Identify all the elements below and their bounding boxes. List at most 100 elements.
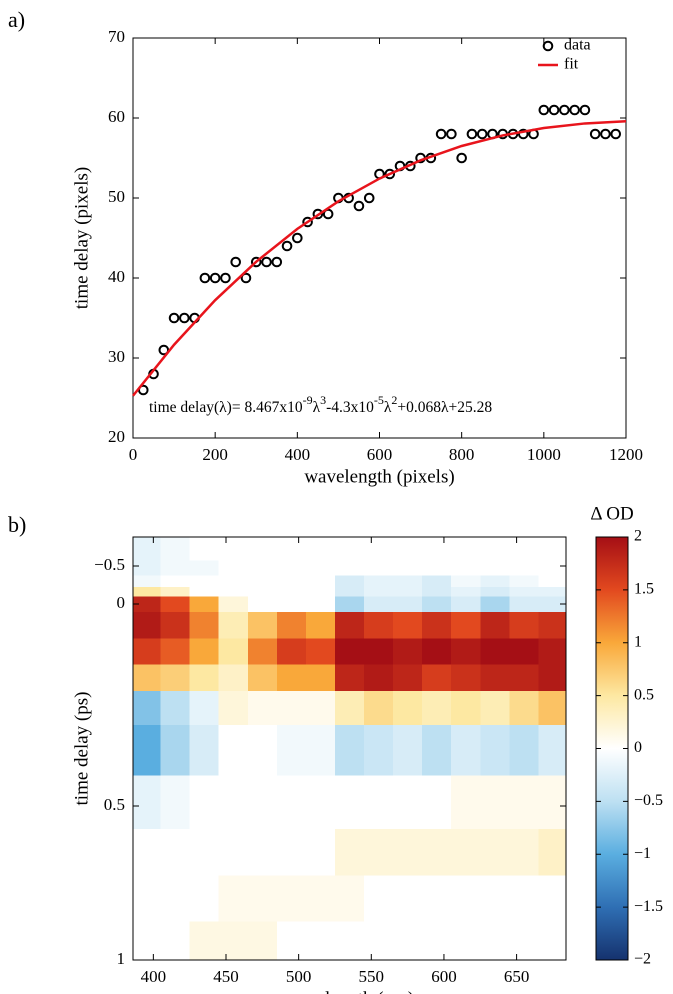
heat-cell <box>133 775 162 830</box>
heat-cell <box>160 725 191 777</box>
data-point <box>292 232 303 244</box>
heat-cell <box>133 575 162 588</box>
fit-line <box>132 120 627 397</box>
y-tick-label: −0.5 <box>94 555 125 574</box>
heat-cell <box>451 596 481 613</box>
heat-cell <box>334 560 365 576</box>
data-point <box>261 256 272 268</box>
heat-cell <box>189 921 220 960</box>
heat-cell <box>509 560 539 576</box>
data-point <box>312 208 324 220</box>
heat-cell <box>364 575 394 588</box>
plot-frame <box>132 536 567 961</box>
colorbar-tick-label: 0.5 <box>634 686 654 703</box>
heat-cell <box>160 596 191 613</box>
heat-cell <box>133 829 162 876</box>
heat-cell <box>334 921 365 960</box>
data-point <box>158 344 170 356</box>
heat-cell <box>538 829 566 876</box>
heat-cell <box>538 575 566 588</box>
x-tick-label: 500 <box>286 967 312 986</box>
heat-cell <box>509 829 539 876</box>
heat-cell <box>364 921 394 960</box>
heat-cell <box>189 638 220 666</box>
heat-cell <box>276 921 307 960</box>
heat-cell <box>393 612 423 639</box>
annotation-part: 2 <box>391 393 397 407</box>
x-tick-label: 1000 <box>527 445 561 464</box>
data-point <box>199 272 211 284</box>
heat-cell <box>451 875 481 922</box>
heat-cell <box>334 775 365 830</box>
heat-cell <box>305 575 336 588</box>
heat-cell <box>133 690 162 726</box>
heat-cell <box>393 875 423 922</box>
heat-cell <box>422 664 452 692</box>
colorbar-tick-label: −1 <box>634 845 651 862</box>
y-tick-label: 70 <box>108 27 125 46</box>
x-axis-label: wavelength (pixels) <box>304 466 454 487</box>
heat-cell <box>422 829 452 876</box>
heat-cell <box>334 575 365 588</box>
heat-cell <box>189 664 220 692</box>
heat-cell <box>189 690 220 726</box>
heat-cell <box>218 725 249 777</box>
heat-cell <box>160 586 191 597</box>
heat-cell <box>509 690 539 726</box>
annotation-part: λ <box>313 399 321 416</box>
heat-cell <box>480 921 510 960</box>
heat-cell <box>393 575 423 588</box>
heat-cell <box>422 725 452 777</box>
heat-cell <box>160 921 191 960</box>
heat-cell <box>364 638 394 666</box>
heat-cell <box>480 612 510 639</box>
y-axis-label: time delay (ps) <box>71 692 92 806</box>
annotation-part: -4.3x10 <box>326 399 374 416</box>
heat-cell <box>160 875 191 922</box>
data-point <box>271 256 283 268</box>
heat-cell <box>509 664 539 692</box>
heat-cell <box>218 829 249 876</box>
panel-label: a) <box>8 7 25 32</box>
data-point <box>209 272 221 284</box>
heat-cell <box>218 560 249 576</box>
heat-cell <box>247 690 278 726</box>
colorbar-title: Δ OD <box>590 503 633 524</box>
y-tick-label: 60 <box>108 107 125 126</box>
heat-cell <box>364 596 394 613</box>
heat-cell <box>218 537 249 562</box>
colorbar-tick-label: 1.5 <box>634 581 654 598</box>
data-point <box>230 256 242 268</box>
heat-cell <box>334 690 365 726</box>
heat-cell <box>218 575 249 588</box>
heat-cell <box>480 560 510 576</box>
heat-cell <box>247 596 278 613</box>
heat-cell <box>218 875 249 922</box>
heat-cell <box>247 537 278 562</box>
heat-cell <box>276 575 307 588</box>
heat-cell <box>451 921 481 960</box>
heat-cell <box>160 575 191 588</box>
heat-cell <box>305 829 336 876</box>
heat-cell <box>393 690 423 726</box>
heat-cell <box>393 829 423 876</box>
heat-cell <box>422 596 452 613</box>
heat-cell <box>334 875 365 922</box>
heat-cell <box>422 690 452 726</box>
heat-cell <box>451 725 481 777</box>
heat-cell <box>451 664 481 692</box>
heat-cell <box>480 775 510 830</box>
heat-cell <box>480 664 510 692</box>
heat-cell <box>393 921 423 960</box>
heat-cell <box>509 537 539 562</box>
heat-cell <box>160 664 191 692</box>
data-point <box>435 128 447 140</box>
legend-label: data <box>564 37 591 54</box>
heat-cell <box>538 612 566 639</box>
heat-cell <box>218 612 249 639</box>
data-point <box>476 128 488 140</box>
heat-cell <box>305 638 336 666</box>
heat-cell <box>305 921 336 960</box>
annotation: time delay(λ)= 8.467x10-9λ3-4.3x10-5λ2+0… <box>149 393 492 416</box>
heat-cell <box>305 537 336 562</box>
